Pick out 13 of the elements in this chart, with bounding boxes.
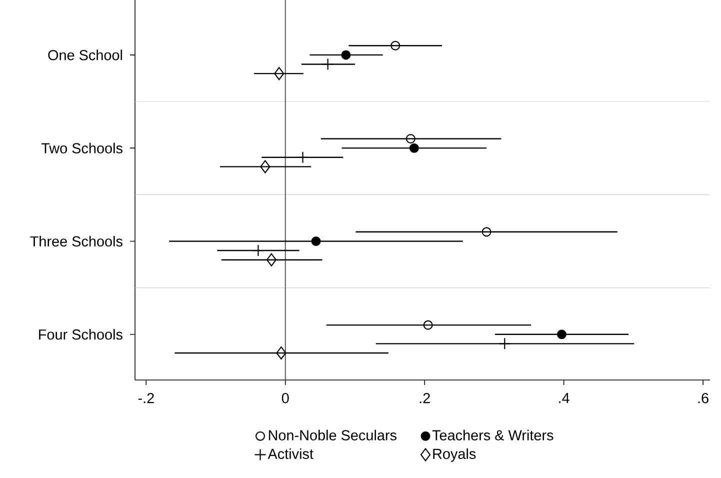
x-tick-label: 0	[282, 393, 289, 404]
y-tick-label: Four Schools	[39, 329, 122, 340]
x-tick-label: .2	[420, 393, 430, 404]
x-tick-label: .6	[698, 393, 708, 404]
legend-label: Royals	[433, 448, 476, 462]
legend-label: Teachers & Writers	[432, 430, 554, 440]
legend-label: Non-Noble Seculars	[268, 430, 396, 440]
y-tick-label: Three Schools	[30, 236, 122, 247]
legend-label: Activist	[268, 448, 314, 459]
x-tick-label: .4	[559, 393, 570, 403]
x-tick-label: -.2	[138, 393, 154, 404]
y-tick-label: Two Schools	[41, 142, 122, 154]
y-tick-label: One School	[48, 50, 122, 60]
